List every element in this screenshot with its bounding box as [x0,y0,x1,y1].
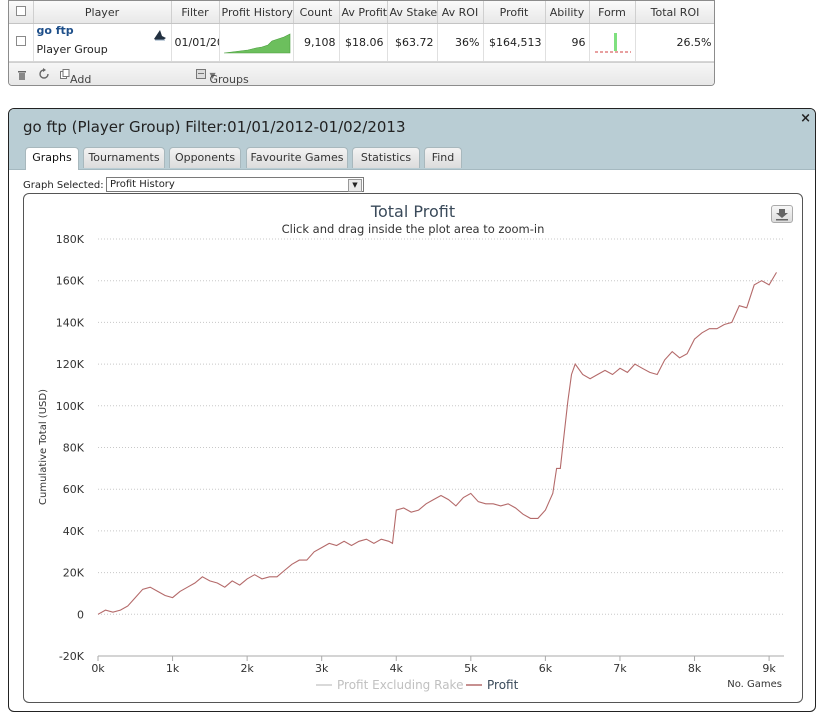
tab-tournaments[interactable]: Tournaments [83,147,165,168]
col-header-total-roi[interactable]: Total ROI [635,1,714,24]
col-header-player[interactable]: Player [33,1,172,24]
col-header-count[interactable]: Count [293,1,340,24]
y-axis-label: Cumulative Total (USD) [38,389,49,505]
col-header-ability[interactable]: Ability [545,1,590,24]
form-mini-chart [594,32,631,52]
copy-icon [60,69,70,79]
col-header-form[interactable]: Form [589,1,636,24]
chevron-down-icon[interactable]: ▼ [348,179,362,192]
grid-toolbar: Add Other Statistics Groups ▼ [9,62,714,85]
chevron-down-icon: ▼ [209,71,216,80]
col-header-av-profit[interactable]: Av Profit [339,1,388,24]
x-tick-label: 9k [762,662,776,675]
tab-statistics[interactable]: Statistics [352,147,420,168]
table-row[interactable]: go ftp Player Group 01/01/2012-01/02/201… [9,23,714,62]
groups-label: Groups [209,73,249,86]
dialog-title: go ftp (Player Group) Filter:01/01/2012-… [23,118,406,136]
graph-dialog: go ftp (Player Group) Filter:01/01/2012-… [8,108,816,712]
av-roi-cell: 36% [437,23,484,62]
refresh-icon[interactable] [38,68,50,83]
col-header-av-stake[interactable]: Av Stake [387,1,438,24]
total-roi-cell: 26.5% [635,23,714,62]
y-tick-label: 180K [56,233,85,246]
trash-icon[interactable] [17,69,27,83]
add-other-statistics-button[interactable]: Add Other Statistics [60,68,91,85]
close-icon[interactable]: × [800,111,811,126]
x-tick-label: 7k [613,662,627,675]
player-name-link[interactable]: go ftp [36,23,74,37]
tab-favourite-games[interactable]: Favourite Games [246,147,348,168]
x-tick-label: 8k [688,662,702,675]
player-type-label: Player Group [36,42,108,56]
x-tick-label: 4k [390,662,404,675]
graph-selected-dropdown[interactable]: Profit History ▼ [106,177,364,192]
profit-cell: $164,513 [483,23,546,62]
y-tick-label: 120K [56,358,85,371]
download-chart-button[interactable] [771,205,793,223]
tab-graphs[interactable]: Graphs [25,147,79,170]
y-tick-label: 40K [63,525,85,538]
x-tick-label: 2k [240,662,254,675]
y-tick-label: -20K [59,650,85,663]
stats-table: Player Filter Profit History Count Av Pr… [9,1,714,62]
tab-find[interactable]: Find [424,147,462,168]
av-profit-cell: $18.06 [339,23,388,62]
form-cell [589,23,636,62]
legend-label-profit: Profit [487,678,519,692]
select-all-checkbox[interactable] [9,1,34,24]
count-cell: 9,108 [293,23,340,62]
shark-icon [153,30,166,41]
legend-item-profit[interactable]: Profit [466,678,519,692]
profit-history-sparkline[interactable] [219,23,294,62]
groups-menu-button[interactable]: Groups ▼ [196,68,249,85]
x-tick-label: 5k [464,662,478,675]
player-cell[interactable]: go ftp Player Group [33,23,172,62]
groups-icon [196,69,206,79]
legend-item-profit-excluding-rake[interactable]: Profit Excluding Rake [316,678,463,692]
row-checkbox[interactable] [9,23,34,62]
legend: Profit Excluding Rake Profit [316,678,519,692]
y-tick-label: 80K [63,442,85,455]
add-other-statistics-label: Add Other Statistics [70,73,92,86]
col-header-filter[interactable]: Filter [171,1,220,24]
x-tick-label: 1k [166,662,180,675]
col-header-av-roi[interactable]: Av ROI [437,1,484,24]
x-tick-label: 0k [91,662,105,675]
x-tick-label: 6k [539,662,553,675]
y-tick-label: 140K [56,316,85,329]
profit-chart[interactable]: Total Profit Click and drag inside the p… [24,194,802,702]
tab-opponents[interactable]: Opponents [169,147,241,168]
dialog-header: go ftp (Player Group) Filter:01/01/2012-… [9,109,815,170]
col-header-profit-history[interactable]: Profit History [219,1,294,24]
chart-subtitle: Click and drag inside the plot area to z… [282,222,545,236]
series-line-profit [97,272,777,615]
col-header-profit[interactable]: Profit [483,1,546,24]
y-tick-label: 20K [63,567,85,580]
x-tick-label: 3k [315,662,329,675]
y-tick-label: 0 [77,608,84,621]
y-tick-label: 100K [56,400,85,413]
legend-label-profit-excluding-rake: Profit Excluding Rake [337,678,463,692]
x-axis-label: No. Games [727,679,782,690]
graph-selected-label: Graph Selected: [23,180,104,191]
filter-cell: 01/01/2012-01/02/2013 [171,23,220,62]
y-tick-label: 60K [63,483,85,496]
player-stats-grid: Player Filter Profit History Count Av Pr… [8,0,715,86]
chart-container[interactable]: Total Profit Click and drag inside the p… [23,193,803,703]
av-stake-cell: $63.72 [387,23,438,62]
header-row: Player Filter Profit History Count Av Pr… [9,1,714,24]
ability-cell: 96 [545,23,590,62]
download-icon [776,209,788,221]
y-tick-label: 160K [56,275,85,288]
chart-title: Total Profit [370,202,455,221]
graph-selected-value: Profit History [110,179,175,190]
